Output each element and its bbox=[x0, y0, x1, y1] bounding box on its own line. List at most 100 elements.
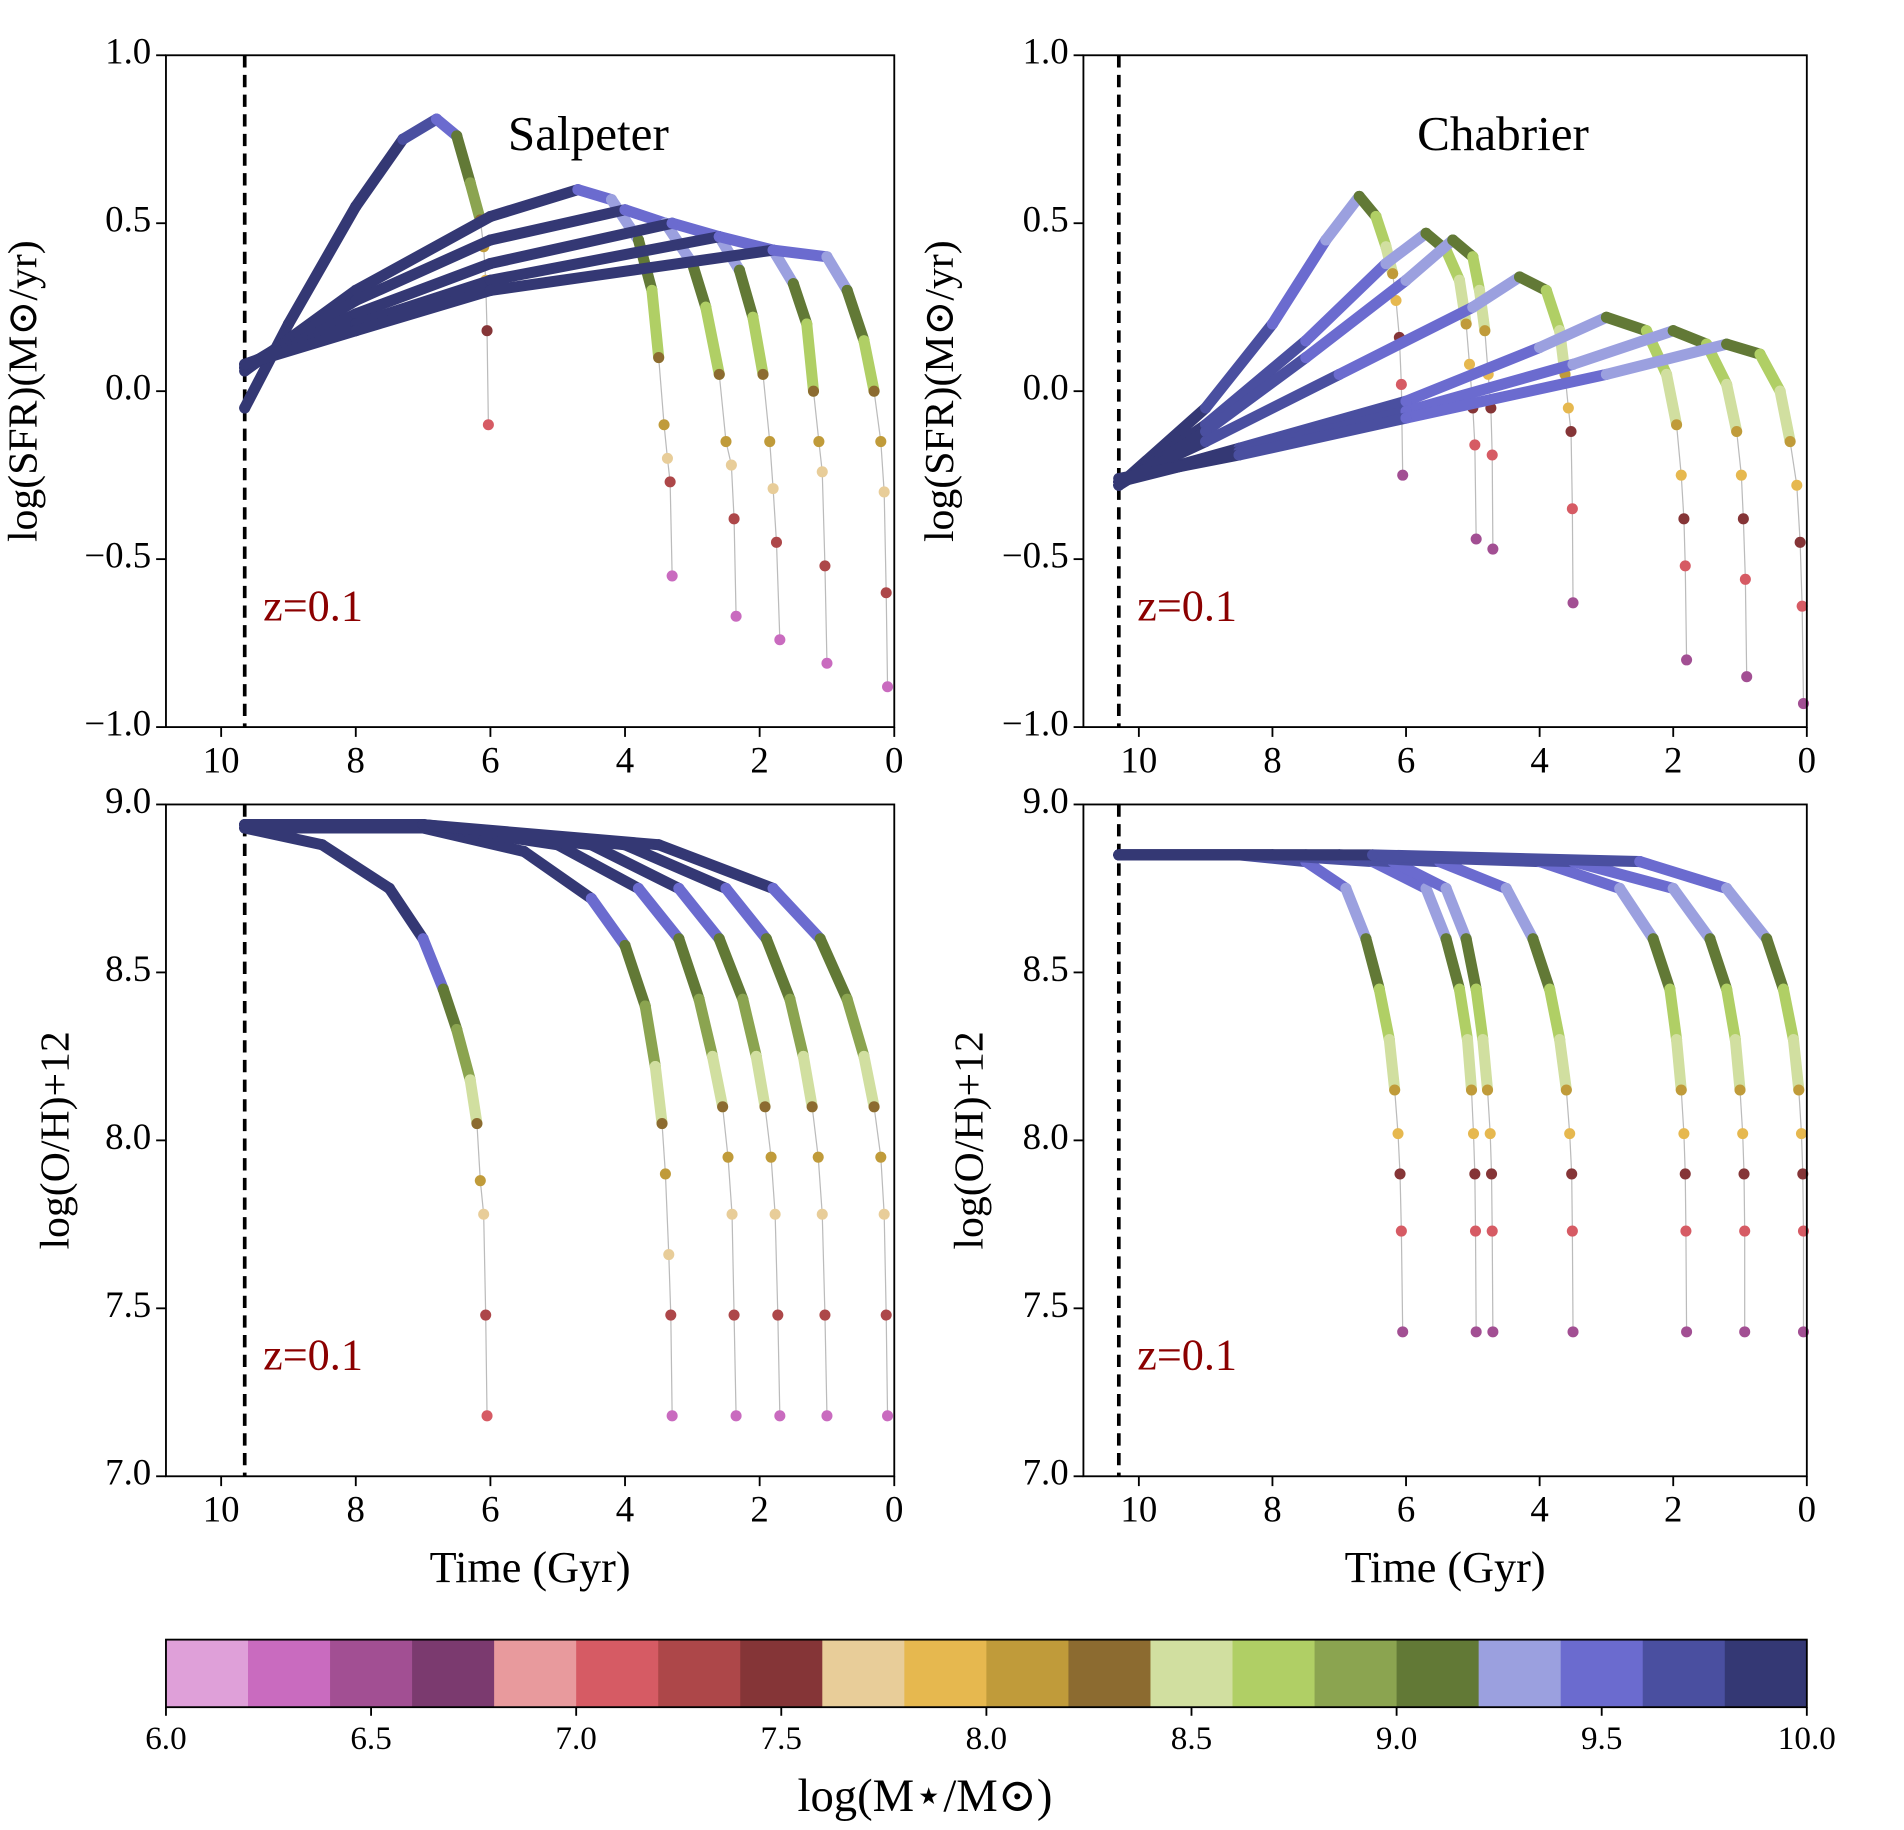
track-segment bbox=[1373, 983, 1395, 1046]
track-point bbox=[1440, 882, 1452, 894]
y-tick-label: 9.0 bbox=[105, 780, 151, 821]
track-point bbox=[1679, 560, 1691, 572]
track-segment bbox=[518, 845, 597, 905]
y-tick-label: 8.0 bbox=[1023, 1116, 1069, 1157]
track-point bbox=[769, 1208, 781, 1220]
track-point bbox=[1392, 1128, 1404, 1140]
track-point bbox=[1463, 358, 1476, 370]
track-segment bbox=[451, 1023, 476, 1086]
track-point bbox=[816, 466, 828, 478]
plot-frame bbox=[165, 803, 896, 1478]
x-tick-label: 10 bbox=[1120, 1489, 1157, 1530]
track-point bbox=[733, 264, 745, 276]
y-axis-label: log(O/H)+12 bbox=[946, 1031, 992, 1249]
track-segment bbox=[1647, 933, 1676, 995]
track-point bbox=[482, 419, 494, 431]
track-point bbox=[1675, 1084, 1687, 1096]
track-point bbox=[774, 634, 786, 646]
track-point bbox=[481, 325, 493, 337]
track-segment bbox=[350, 234, 496, 307]
track-point bbox=[1527, 933, 1539, 945]
track-point bbox=[1793, 1084, 1805, 1096]
track-line bbox=[1118, 854, 1688, 1332]
track-point bbox=[1300, 352, 1312, 364]
track-segment bbox=[713, 933, 749, 1005]
y-axis-label: log(O/H)+12 bbox=[33, 1031, 79, 1249]
track-point bbox=[316, 839, 328, 851]
track-point bbox=[659, 1168, 671, 1180]
track-point bbox=[1486, 449, 1498, 461]
track-point bbox=[813, 436, 825, 448]
x-tick-label: 4 bbox=[616, 739, 634, 780]
track-point bbox=[1395, 378, 1407, 390]
track-point bbox=[1460, 933, 1472, 945]
track-segment bbox=[733, 264, 759, 323]
x-axis-label: Time (Gyr) bbox=[1345, 1543, 1546, 1592]
track-point bbox=[1721, 882, 1733, 894]
track-point bbox=[484, 274, 496, 286]
track-segment bbox=[282, 200, 362, 330]
track-segment bbox=[787, 278, 813, 330]
track-point bbox=[875, 436, 887, 448]
track-point bbox=[700, 301, 712, 313]
track-segment bbox=[572, 184, 618, 206]
annotation: z=0.1 bbox=[1137, 1331, 1237, 1380]
track-line bbox=[244, 827, 488, 1416]
track-point bbox=[350, 308, 362, 320]
track-segment bbox=[858, 335, 880, 397]
track-point bbox=[1473, 284, 1486, 296]
track-point bbox=[1400, 412, 1412, 424]
track-point bbox=[481, 1410, 493, 1422]
panel-title: Chabrier bbox=[1417, 106, 1589, 161]
track-point bbox=[646, 284, 658, 296]
track-segment bbox=[619, 940, 651, 1012]
annotation: z=0.1 bbox=[263, 582, 363, 631]
track-segment bbox=[484, 244, 779, 296]
annotation: z=0.1 bbox=[1137, 582, 1237, 631]
x-tick-label: 6 bbox=[481, 739, 499, 780]
track-point bbox=[1554, 1034, 1566, 1046]
track-segment bbox=[1721, 338, 1766, 360]
track-point bbox=[1367, 849, 1379, 861]
track-point bbox=[1647, 933, 1659, 945]
x-tick-label: 4 bbox=[616, 1489, 634, 1530]
track-point bbox=[484, 258, 496, 270]
track-segment bbox=[1567, 856, 1679, 894]
track-point bbox=[717, 1101, 729, 1113]
track-point bbox=[666, 570, 678, 582]
track-segment bbox=[1540, 284, 1566, 337]
x-tick-label: 2 bbox=[1664, 739, 1682, 780]
track-point bbox=[764, 436, 776, 448]
colorbar-swatch bbox=[1724, 1639, 1808, 1708]
track-point bbox=[664, 476, 676, 488]
track-point bbox=[1796, 600, 1808, 612]
track-segment bbox=[1729, 1034, 1746, 1096]
y-tick-label: −1.0 bbox=[1002, 703, 1069, 744]
track-point bbox=[1774, 385, 1786, 397]
track-point bbox=[875, 1151, 887, 1163]
track-point bbox=[726, 1208, 738, 1220]
track-point bbox=[816, 1208, 828, 1220]
track-point bbox=[1678, 1128, 1690, 1140]
y-tick-label: 1.0 bbox=[1023, 31, 1069, 72]
track-segment bbox=[821, 251, 853, 296]
plot-frame bbox=[1082, 803, 1808, 1478]
track-segment bbox=[1440, 933, 1466, 995]
track-point bbox=[1739, 1326, 1751, 1338]
track-segment bbox=[700, 301, 725, 380]
track-segment bbox=[1754, 348, 1786, 397]
track-segment bbox=[1400, 234, 1459, 286]
track-point bbox=[1721, 983, 1733, 995]
track-segment bbox=[1440, 882, 1472, 945]
track-segment bbox=[1467, 251, 1486, 296]
track-segment bbox=[1300, 274, 1412, 364]
track-point bbox=[1614, 882, 1626, 894]
track-point bbox=[1394, 1168, 1406, 1180]
track-segment bbox=[1233, 412, 1412, 461]
track-line bbox=[244, 118, 489, 425]
track-segment bbox=[1774, 385, 1796, 448]
track-point bbox=[1453, 983, 1466, 995]
track-point bbox=[1567, 358, 1579, 370]
track-point bbox=[350, 200, 362, 212]
